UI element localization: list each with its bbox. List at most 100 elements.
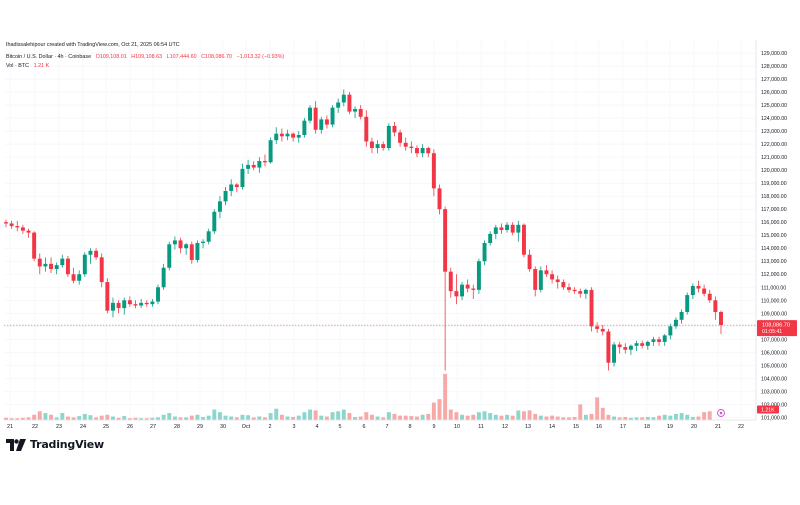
candle-body — [330, 107, 335, 125]
volume-bar — [516, 410, 521, 420]
volume-bar — [32, 414, 37, 420]
x-tick-label: 4 — [316, 424, 319, 430]
volume-bar — [578, 404, 583, 420]
volume-bar — [527, 410, 532, 420]
candle-body — [308, 107, 312, 121]
y-tick-label: 116,000.00 — [761, 220, 787, 226]
volume-bar — [690, 416, 695, 420]
volume-bar — [246, 415, 251, 420]
volume-bar — [296, 415, 301, 420]
volume-bar — [364, 412, 369, 420]
x-tick-label: 15 — [573, 424, 579, 430]
volume-bar — [201, 416, 206, 420]
volume-value: 1.21 K — [33, 63, 50, 69]
volume-label[interactable]: Vol · BTC — [6, 63, 30, 69]
candle-body — [223, 190, 228, 202]
low-value: L107,444.60 — [166, 54, 197, 60]
candle-body — [628, 345, 633, 350]
y-tick-label: 114,000.00 — [761, 246, 787, 252]
candle-body — [37, 258, 42, 267]
candle-body — [482, 243, 487, 262]
candle-body — [358, 108, 363, 117]
volume-bar — [99, 415, 104, 420]
candle-body — [251, 164, 256, 168]
candle-body — [150, 301, 155, 305]
candle-body — [167, 244, 172, 268]
volume-bar — [369, 414, 374, 420]
volume-bar — [291, 416, 296, 420]
candle-body — [122, 300, 127, 309]
candle-body — [71, 274, 76, 281]
y-tick-label: 112,000.00 — [761, 272, 787, 278]
volume-bar — [223, 415, 228, 420]
volume-bar — [600, 407, 605, 420]
last-price-tag-countdown: 01:05:41 — [762, 329, 782, 335]
candle-body — [657, 339, 662, 342]
y-tick-label: 123,000.00 — [761, 129, 787, 135]
volume-bar — [330, 412, 335, 420]
candle-body — [99, 257, 104, 283]
x-tick-label: 16 — [596, 424, 602, 430]
candle-body — [679, 311, 684, 320]
x-tick-label: 21 — [715, 424, 721, 430]
tradingview-logo-text: TradingView — [30, 438, 105, 451]
y-tick-label: 120,000.00 — [761, 168, 787, 174]
y-tick-label: 113,000.00 — [761, 259, 787, 265]
volume-bar — [110, 416, 115, 420]
x-tick-label: 13 — [525, 424, 531, 430]
candle-body — [583, 289, 588, 294]
candle-body — [20, 227, 25, 231]
last-price-tag — [757, 320, 797, 337]
y-tick-label: 110,000.00 — [761, 298, 787, 304]
y-tick-label: 117,000.00 — [761, 207, 787, 213]
candle-body — [386, 125, 391, 149]
volume-bar — [493, 414, 498, 420]
volume-bar — [77, 416, 82, 420]
candle-body — [662, 335, 667, 342]
candle-body — [454, 291, 459, 297]
volume-bar — [88, 415, 93, 420]
volume-bar — [471, 414, 476, 420]
x-tick-label: 25 — [103, 424, 109, 430]
candle-body — [279, 133, 284, 137]
candle-body — [617, 344, 622, 348]
candle-body — [600, 328, 605, 332]
volume-bar — [499, 415, 504, 420]
candle-body — [499, 227, 504, 230]
y-tick-label: 109,000.00 — [761, 311, 787, 317]
volume-bar — [628, 417, 633, 420]
candle-body — [49, 263, 54, 270]
tradingview-logo[interactable]: TradingView — [6, 438, 104, 451]
candle-body — [161, 267, 166, 288]
volume-bar — [448, 409, 453, 420]
volume-bar — [212, 409, 217, 420]
y-tick-label: 102,000.00 — [761, 402, 787, 408]
symbol-label[interactable]: Bitcoin / U.S. Dollar · 4h · Coinbase — [6, 54, 92, 60]
volume-bar — [302, 412, 307, 420]
candle-body — [567, 287, 571, 290]
candle-body — [246, 164, 251, 169]
candle-body — [9, 223, 14, 227]
volume-bar — [313, 410, 318, 420]
candle-body — [702, 288, 707, 294]
x-tick-label: 8 — [409, 424, 412, 430]
volume-legend: Vol · BTC 1.21 K — [6, 63, 52, 69]
candle-body — [612, 344, 617, 363]
volume-bar — [460, 414, 464, 420]
volume-bar — [94, 417, 99, 420]
candle-body — [234, 184, 239, 188]
volume-bar — [195, 414, 200, 420]
volume-bar — [319, 415, 324, 420]
volume-bar — [454, 412, 459, 420]
volume-bar — [127, 418, 132, 420]
x-tick-label: 6 — [363, 424, 366, 430]
open-value: O109,108.01 — [95, 54, 127, 60]
candle-body — [189, 244, 194, 260]
candle-body — [415, 148, 419, 154]
change-value: −1,013.32 (−0.93%) — [236, 54, 285, 60]
volume-bar — [234, 417, 239, 420]
candle-body — [381, 144, 386, 149]
candle-body — [527, 254, 532, 270]
